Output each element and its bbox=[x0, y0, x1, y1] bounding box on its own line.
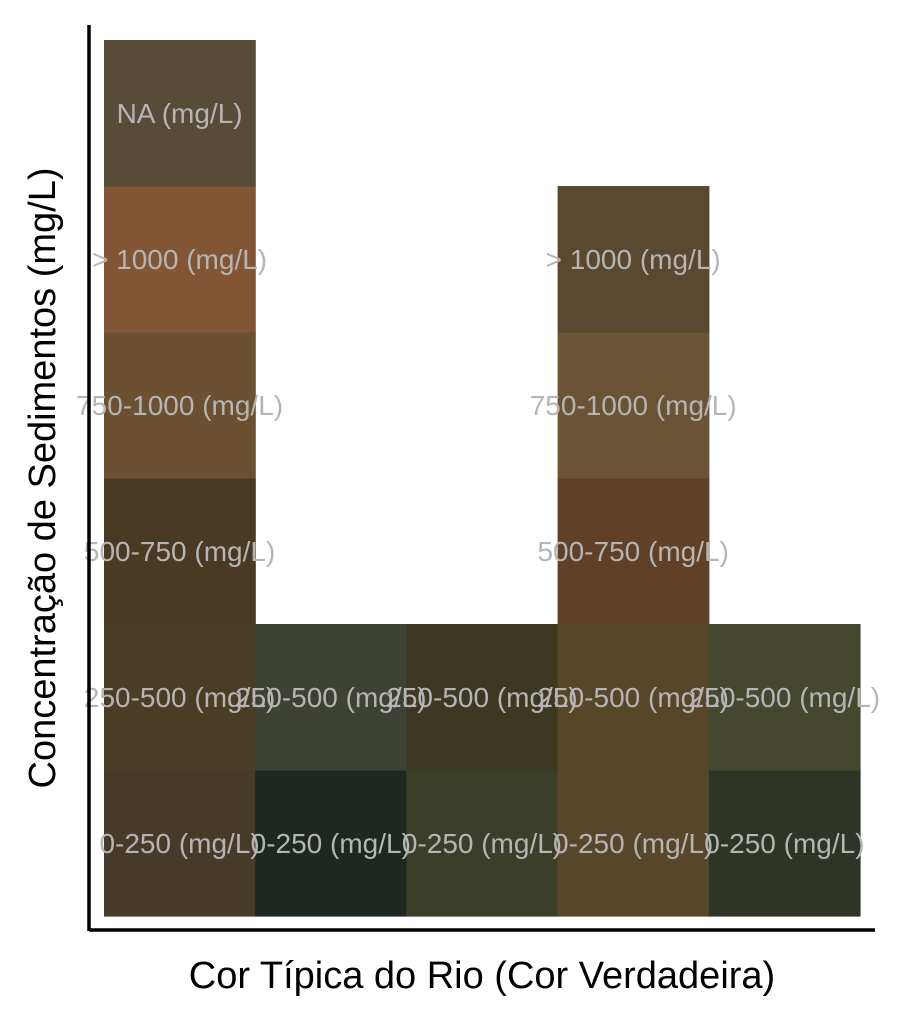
heatmap-cell-label: 250-500 (mg/L) bbox=[689, 682, 880, 713]
heatmap-cell bbox=[104, 624, 256, 771]
heatmap-cell bbox=[557, 770, 710, 917]
heatmap-cell-label: 0-250 (mg/L) bbox=[402, 828, 562, 859]
heatmap-cell-label: 250-500 (mg/L) bbox=[386, 682, 577, 713]
heatmap-cell bbox=[104, 186, 256, 333]
heatmap-cell bbox=[708, 770, 861, 917]
heatmap-cell bbox=[104, 40, 256, 187]
heatmap-cell bbox=[104, 478, 256, 625]
heatmap-cell-label: NA (mg/L) bbox=[117, 98, 243, 129]
heatmap-cell-label: 500-750 (mg/L) bbox=[537, 536, 728, 567]
heatmap-cell-label: 750-1000 (mg/L) bbox=[76, 390, 283, 421]
heatmap-cell-label: 0-250 (mg/L) bbox=[251, 828, 411, 859]
heatmap-cell-label: 500-750 (mg/L) bbox=[84, 536, 275, 567]
heatmap-cells bbox=[104, 40, 861, 917]
heatmap-cell bbox=[557, 624, 710, 771]
heatmap-cell-label: > 1000 (mg/L) bbox=[546, 244, 721, 275]
heatmap-cell bbox=[406, 624, 559, 771]
heatmap-cell bbox=[557, 186, 710, 333]
heatmap-cell-label: 250-500 (mg/L) bbox=[537, 682, 728, 713]
y-axis-title: Concentração de Sedimentos (mg/L) bbox=[22, 168, 64, 789]
heatmap-cell-label: 250-500 (mg/L) bbox=[84, 682, 275, 713]
heatmap-cell bbox=[708, 624, 861, 771]
heatmap-cell bbox=[255, 624, 407, 771]
heatmap-cell-label: 0-250 (mg/L) bbox=[704, 828, 864, 859]
heatmap-cell bbox=[255, 770, 407, 917]
heatmap-cell-label: 0-250 (mg/L) bbox=[553, 828, 713, 859]
heatmap-cell-label: 0-250 (mg/L) bbox=[99, 828, 259, 859]
heatmap-cell-label: 750-1000 (mg/L) bbox=[530, 390, 737, 421]
heatmap-cell-labels: 0-250 (mg/L) 250-500 (mg/L) 500-750 (mg/L)… bbox=[76, 98, 880, 859]
heatmap-cell-label: 250-500 (mg/L) bbox=[235, 682, 426, 713]
heatmap-cell bbox=[557, 478, 710, 625]
x-axis-title: Cor Típica do Rio (Cor Verdadeira) bbox=[189, 955, 775, 997]
heatmap-cell bbox=[406, 770, 559, 917]
heatmap-cell bbox=[557, 332, 710, 479]
heatmap-cell-label: > 1000 (mg/L) bbox=[92, 244, 267, 275]
heatmap-cell bbox=[104, 332, 256, 479]
heatmap-cell bbox=[104, 770, 256, 917]
